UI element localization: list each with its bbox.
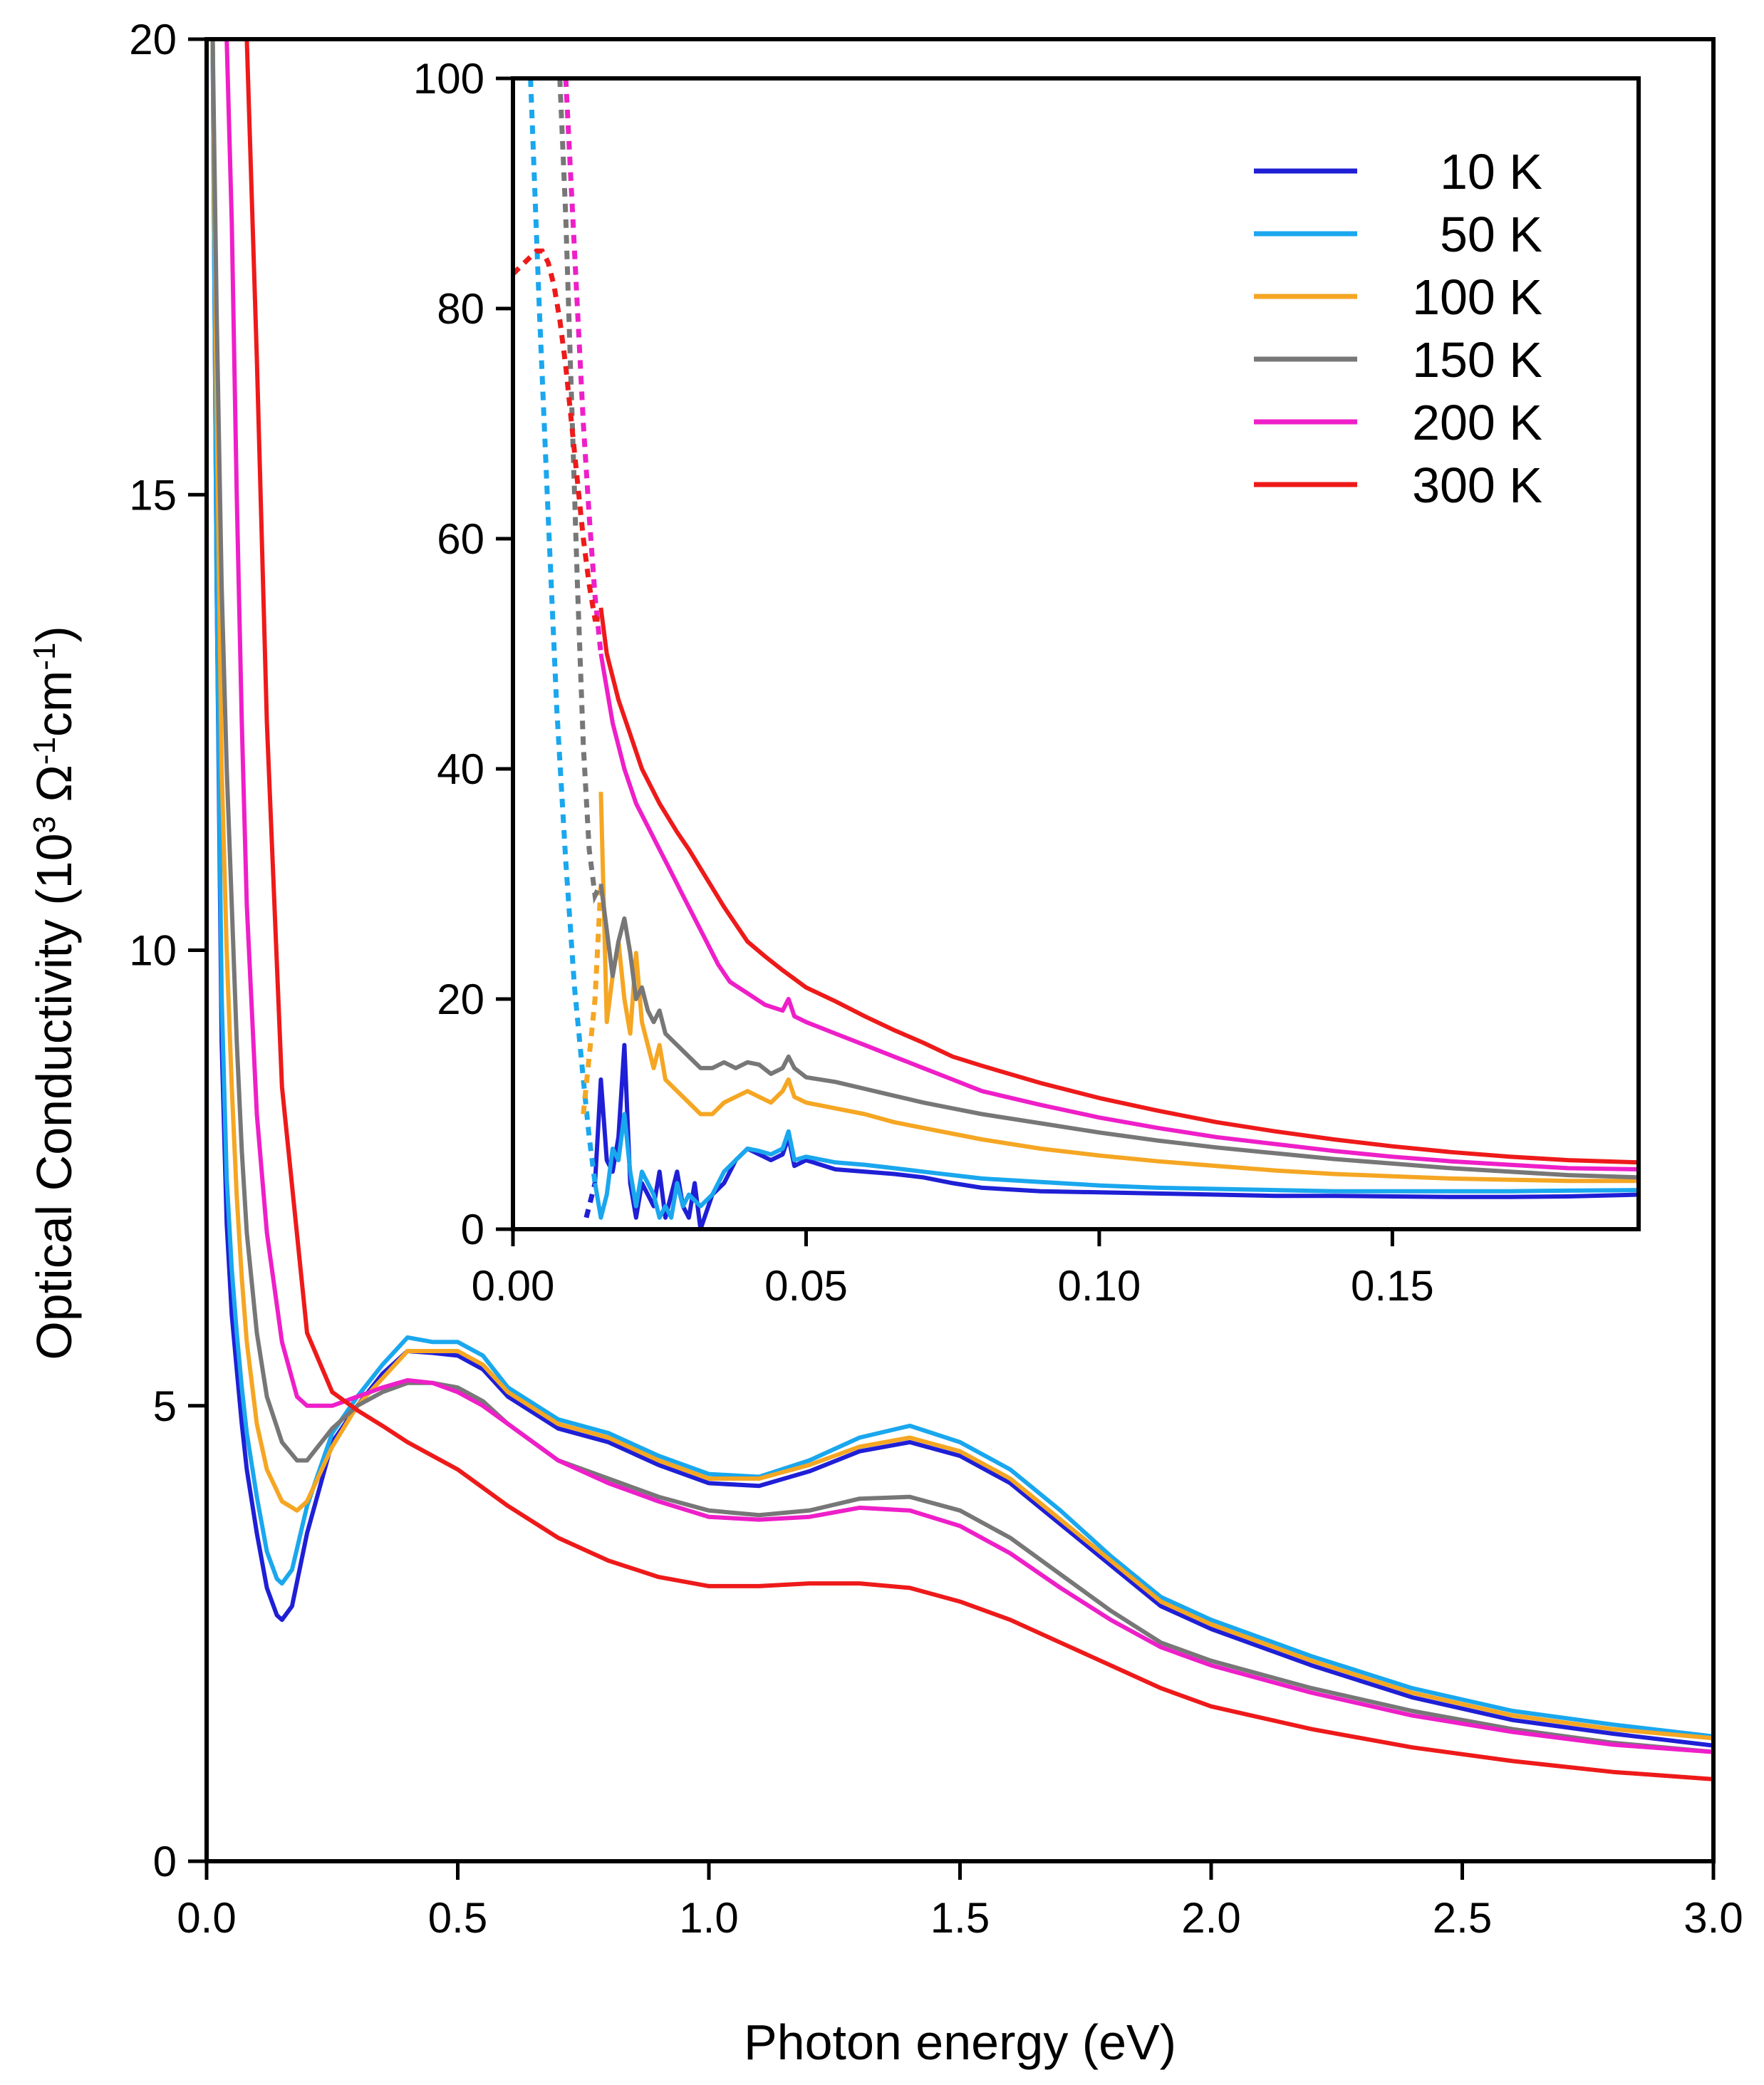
inset-x-tick-label: 0.00 bbox=[472, 1262, 555, 1310]
main-x-axis-title: Photon energy (eV) bbox=[744, 2014, 1176, 2070]
legend-label: 10 K bbox=[1440, 144, 1542, 200]
inset-series-150-K bbox=[598, 884, 1639, 1180]
inset-y-tick-label: 40 bbox=[437, 745, 484, 793]
inset-x-tick-label: 0.15 bbox=[1351, 1262, 1434, 1310]
main-x-tick-label: 2.5 bbox=[1433, 1894, 1492, 1942]
inset-series-200-K bbox=[598, 653, 1639, 1171]
main-series-200-K bbox=[212, 39, 1713, 1754]
main-y-tick-label: 10 bbox=[129, 927, 177, 975]
inset-y-tick-label: 60 bbox=[437, 515, 484, 563]
inset-series-group bbox=[513, 78, 1639, 1229]
legend-label: 50 K bbox=[1440, 207, 1542, 262]
main-y-tick-label: 15 bbox=[129, 471, 177, 519]
inset-extrapolation-10-K bbox=[583, 1182, 598, 1219]
inset-background bbox=[513, 78, 1639, 1229]
legend-label: 100 K bbox=[1412, 269, 1542, 325]
inset-x-tick-label: 0.05 bbox=[764, 1262, 848, 1310]
main-series-group bbox=[210, 39, 1713, 1781]
legend-label: 300 K bbox=[1412, 457, 1542, 513]
inset-extrapolation-150-K bbox=[557, 78, 603, 904]
main-x-tick-label: 0.5 bbox=[428, 1894, 487, 1942]
main-x-tick-label: 1.0 bbox=[679, 1894, 738, 1942]
inset-y-tick-label: 0 bbox=[461, 1206, 484, 1253]
main-series-10-K bbox=[210, 39, 1713, 1748]
main-y-tick-label: 5 bbox=[153, 1382, 177, 1430]
legend: 10 K 50 K 100 K 150 K 200 K 300 K bbox=[1254, 144, 1542, 513]
main-y-tick-label: 0 bbox=[153, 1838, 177, 1885]
inset-y-tick-label: 80 bbox=[437, 285, 484, 333]
main-y-axis-title: Optical Conductivity (103 Ω-1cm-1) bbox=[26, 626, 82, 1360]
main-x-tick-label: 2.0 bbox=[1181, 1894, 1240, 1942]
main-series-300-K bbox=[212, 39, 1713, 1781]
main-x-tick-label: 3.0 bbox=[1683, 1894, 1743, 1942]
main-series-100-K bbox=[210, 39, 1713, 1741]
inset-x-tick-label: 0.10 bbox=[1058, 1262, 1141, 1310]
main-x-tick-label: 1.5 bbox=[930, 1894, 990, 1942]
legend-label: 150 K bbox=[1412, 332, 1542, 388]
inset-plot-frame bbox=[511, 76, 1641, 1231]
main-x-tick-label: 0.0 bbox=[177, 1894, 236, 1942]
inset-panel: 0.00 0.05 0.10 0.15 0 20 40 60 80 100 bbox=[413, 55, 1641, 1310]
inset-y-tick-label: 20 bbox=[437, 976, 484, 1023]
inset-extrapolation-300-K bbox=[513, 248, 601, 622]
main-panel: 0.0 0.5 1.0 1.5 2.0 2.5 3.0 0 5 10 15 20 Photon ener… bbox=[26, 16, 1743, 2070]
main-y-tick-label: 20 bbox=[129, 16, 177, 63]
legend-label: 200 K bbox=[1412, 395, 1542, 450]
inset-extrapolation-100-K bbox=[581, 884, 603, 1114]
inset-extrapolation-50-K bbox=[528, 78, 598, 1184]
inset-y-tick-label: 100 bbox=[413, 55, 484, 103]
main-series-50-K bbox=[210, 39, 1713, 1739]
inset-extrapolation-200-K bbox=[563, 78, 603, 654]
inset-series-100-K bbox=[598, 792, 1639, 1184]
inset-series-50-K bbox=[593, 1112, 1639, 1220]
inset-series-300-K bbox=[598, 607, 1639, 1165]
